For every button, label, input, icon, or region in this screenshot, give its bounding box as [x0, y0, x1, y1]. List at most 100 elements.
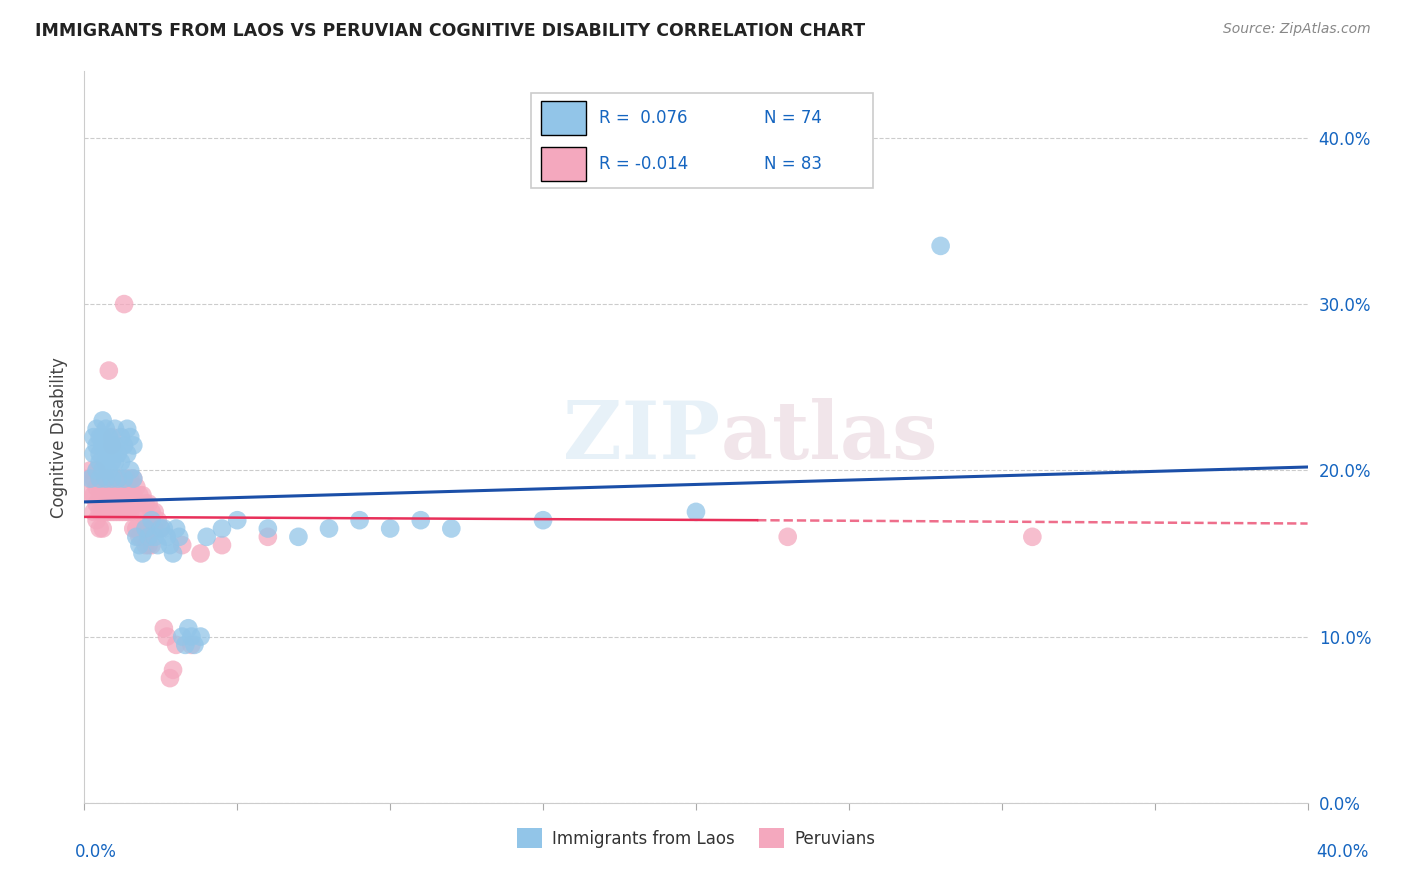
Point — [125, 521, 148, 535]
Point — [141, 521, 163, 535]
Point — [120, 472, 142, 486]
Point — [101, 488, 124, 502]
Text: 40.0%: 40.0% — [1316, 843, 1369, 861]
Point — [122, 488, 145, 502]
Point — [128, 530, 150, 544]
Point — [89, 488, 111, 502]
Point — [101, 455, 124, 469]
Point — [89, 447, 111, 461]
Point — [138, 497, 160, 511]
Point — [97, 447, 120, 461]
Point — [257, 530, 280, 544]
Point — [97, 363, 120, 377]
Point — [135, 538, 157, 552]
Point — [104, 438, 127, 452]
Point — [89, 430, 111, 444]
Point — [146, 538, 169, 552]
Point — [141, 505, 163, 519]
Point — [131, 530, 153, 544]
Point — [409, 513, 432, 527]
Point — [83, 505, 105, 519]
Point — [91, 413, 114, 427]
Point — [257, 521, 280, 535]
Point — [120, 505, 142, 519]
Point — [101, 430, 124, 444]
Point — [97, 505, 120, 519]
Point — [128, 488, 150, 502]
Point — [180, 630, 202, 644]
Point — [153, 621, 176, 635]
Point — [115, 472, 138, 486]
Point — [101, 505, 124, 519]
Point — [162, 546, 184, 560]
Point — [97, 488, 120, 502]
Point — [86, 438, 108, 452]
Point — [211, 538, 233, 552]
Point — [159, 538, 181, 552]
Point — [91, 472, 114, 486]
Point — [131, 488, 153, 502]
Point — [172, 630, 194, 644]
Point — [83, 447, 105, 461]
Point — [79, 472, 101, 486]
Point — [91, 505, 114, 519]
Y-axis label: Cognitive Disability: Cognitive Disability — [51, 357, 69, 517]
Point — [89, 455, 111, 469]
Point — [180, 638, 202, 652]
Point — [141, 513, 163, 527]
Point — [83, 472, 105, 486]
Point — [120, 488, 142, 502]
Point — [162, 663, 184, 677]
Point — [86, 463, 108, 477]
Point — [112, 505, 135, 519]
Point — [91, 521, 114, 535]
Point — [120, 430, 142, 444]
Point — [91, 438, 114, 452]
Point — [110, 455, 132, 469]
Point — [929, 239, 952, 253]
Point — [91, 463, 114, 477]
Point — [112, 488, 135, 502]
Point — [76, 472, 98, 486]
Point — [89, 505, 111, 519]
Point — [104, 472, 127, 486]
Point — [156, 630, 179, 644]
Point — [287, 530, 309, 544]
Point — [165, 521, 187, 535]
Point — [138, 521, 160, 535]
Point — [380, 521, 402, 535]
Point — [107, 505, 129, 519]
Point — [128, 538, 150, 552]
Point — [112, 297, 135, 311]
Point — [440, 521, 463, 535]
Point — [112, 438, 135, 452]
Point — [122, 472, 145, 486]
Point — [131, 505, 153, 519]
Point — [143, 505, 166, 519]
Point — [110, 488, 132, 502]
Point — [104, 422, 127, 436]
Point — [101, 472, 124, 486]
Point — [141, 538, 163, 552]
Point — [83, 430, 105, 444]
Point — [89, 472, 111, 486]
Point — [115, 488, 138, 502]
Point — [177, 621, 200, 635]
Point — [183, 638, 205, 652]
Point — [143, 521, 166, 535]
Point — [159, 671, 181, 685]
Point — [86, 497, 108, 511]
Point — [79, 463, 101, 477]
Text: IMMIGRANTS FROM LAOS VS PERUVIAN COGNITIVE DISABILITY CORRELATION CHART: IMMIGRANTS FROM LAOS VS PERUVIAN COGNITI… — [35, 22, 865, 40]
Point — [125, 480, 148, 494]
Point — [107, 472, 129, 486]
Point — [94, 455, 117, 469]
Point — [195, 530, 218, 544]
Point — [153, 521, 176, 535]
Text: 0.0%: 0.0% — [75, 843, 117, 861]
Point — [110, 430, 132, 444]
Point — [86, 513, 108, 527]
Point — [131, 546, 153, 560]
Point — [79, 488, 101, 502]
Point — [91, 430, 114, 444]
